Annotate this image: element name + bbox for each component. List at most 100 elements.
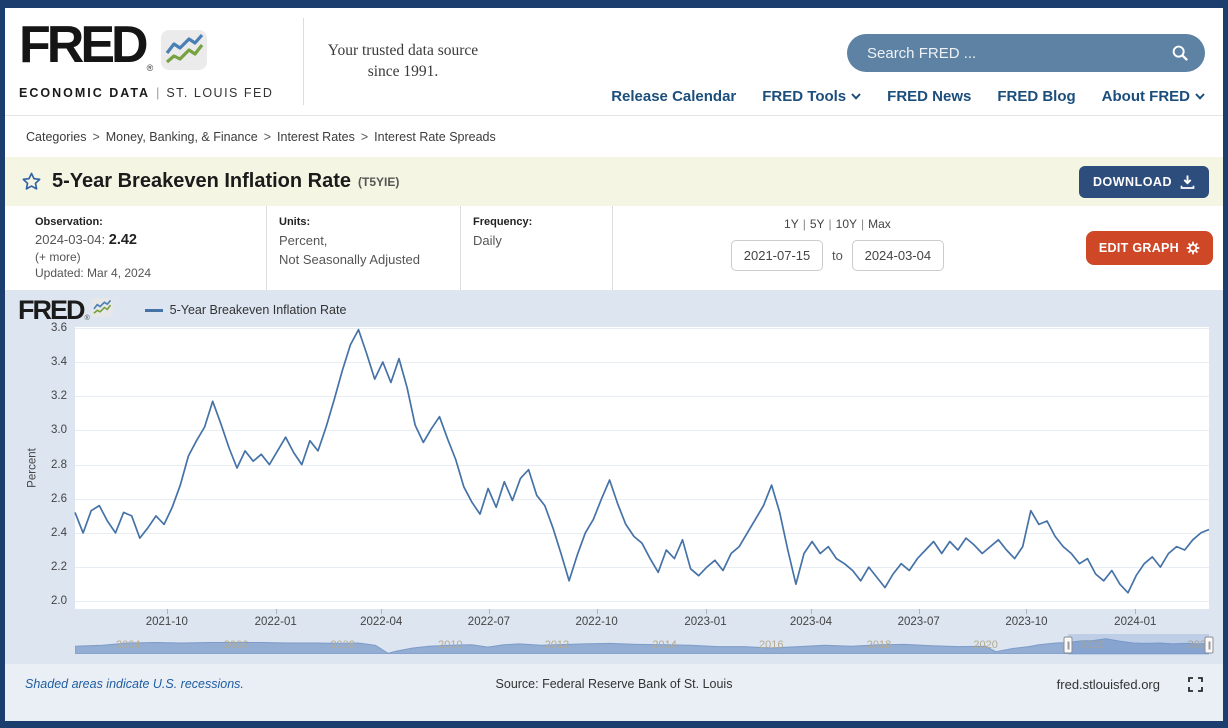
- navigator-year-label: 2018: [866, 639, 892, 651]
- search-bar[interactable]: [847, 34, 1205, 72]
- y-tick-label: 3.0: [51, 424, 67, 437]
- download-label: DOWNLOAD: [1093, 174, 1172, 189]
- search-icon[interactable]: [1169, 42, 1191, 64]
- y-tick-label: 3.2: [51, 390, 67, 403]
- navigator-year-label: 2012: [544, 639, 570, 651]
- range-separator: |: [802, 217, 806, 231]
- x-tick-label: 2023-10: [1005, 616, 1048, 628]
- observation-value: 2024-03-04: 2.42: [35, 232, 250, 248]
- breadcrumb-item[interactable]: Interest Rates: [277, 129, 355, 144]
- download-button[interactable]: DOWNLOAD: [1079, 165, 1209, 198]
- y-tick-label: 3.6: [51, 321, 67, 334]
- series-title-bar: 5-Year Breakeven Inflation Rate (T5YIE) …: [5, 157, 1223, 206]
- watermark-registered-mark: ®: [84, 315, 90, 322]
- range-link-max[interactable]: Max: [868, 217, 891, 231]
- logo-pipe: |: [156, 86, 161, 100]
- more-observations-link[interactable]: (+ more): [35, 250, 81, 264]
- navigator-year-label: 2022: [1079, 639, 1105, 651]
- source-text: Source: Federal Reserve Bank of St. Loui…: [495, 677, 733, 691]
- range-link-10y[interactable]: 10Y: [835, 217, 858, 231]
- navigator-area: [75, 638, 1209, 654]
- units-value-line1: Percent,: [279, 233, 328, 248]
- recession-note-link[interactable]: Shaded areas indicate U.S. recessions.: [25, 677, 244, 691]
- edit-graph-button[interactable]: EDIT GRAPH: [1085, 231, 1213, 265]
- primary-nav: Release Calendar FRED Tools FRED News FRED …: [611, 88, 1205, 105]
- navigator-year-label: 2016: [759, 639, 784, 651]
- x-axis: 2021-10 2022-01 2022-04 2022-07 2022-10 2023-…: [75, 609, 1209, 633]
- navigator-year-label: 2020: [973, 639, 998, 651]
- nav-link-fred-blog[interactable]: FRED Blog: [997, 88, 1076, 105]
- gridline: [75, 327, 1209, 329]
- header-right: Release Calendar FRED Tools FRED News FRED …: [502, 8, 1223, 115]
- x-tick-mark: [705, 609, 707, 614]
- nav-link-fred-news[interactable]: FRED News: [887, 88, 972, 105]
- range-slider-right-handle[interactable]: [1204, 636, 1214, 654]
- chart-legend: 5-Year Breakeven Inflation Rate: [144, 303, 347, 317]
- x-tick-label: 2022-10: [575, 616, 618, 628]
- x-tick-label: 2024-01: [1114, 616, 1157, 628]
- footer-right: fred.stlouisfed.org: [732, 677, 1203, 692]
- chart-column: Percent 3.6 3.4 3.2 3.0 2.8 2.6 2.4 2.2 2.0 2021…: [27, 322, 1214, 655]
- fred-wordmark: FRED: [19, 16, 149, 74]
- start-date-input[interactable]: [731, 240, 823, 271]
- site-header: FRED ® ECONOMIC DATA | ST. LOUIS FED Your …: [5, 8, 1223, 116]
- data-line: [74, 328, 1210, 594]
- x-tick-mark: [381, 609, 383, 614]
- y-tick-label: 2.6: [51, 492, 67, 505]
- navigator-year-label: 2006: [223, 639, 249, 651]
- breadcrumb-separator: >: [360, 129, 369, 144]
- range-link-5y[interactable]: 5Y: [809, 217, 825, 231]
- nav-link-release-calendar[interactable]: Release Calendar: [611, 88, 737, 105]
- x-tick-mark: [596, 609, 598, 614]
- units-block: Units: Percent, Not Seasonally Adjusted: [267, 206, 461, 290]
- range-shortcut-links: 1Y | 5Y | 10Y | Max: [731, 217, 944, 231]
- st-louis-fed-label: ST. LOUIS FED: [166, 86, 274, 100]
- x-tick-mark: [275, 609, 277, 614]
- frequency-label: Frequency:: [473, 216, 533, 228]
- download-icon: [1180, 175, 1195, 189]
- y-axis-title: Percent: [27, 448, 39, 488]
- updated-date: Updated: Mar 4, 2024: [35, 266, 152, 280]
- observation-date: 2024-03-04:: [35, 232, 106, 247]
- chevron-down-icon: [1195, 93, 1205, 100]
- x-tick-label: 2022-01: [254, 616, 297, 628]
- search-input[interactable]: [867, 44, 1169, 62]
- range-slider[interactable]: 2004 2006 2008 2010 2012 2014 2016 2018 2020 2022…: [75, 634, 1214, 655]
- navigator-year-label: 2004: [116, 639, 141, 651]
- x-tick-label: 2023-07: [897, 616, 940, 628]
- header-divider: [303, 18, 304, 105]
- graph-header: FRED ® 5-Year Breakeven Inflation Rate: [5, 295, 1223, 325]
- gridline: [75, 498, 1209, 500]
- observation-block: Observation: 2024-03-04: 2.42 (+ more) U…: [35, 206, 267, 290]
- line-chart-plot[interactable]: Percent 3.6 3.4 3.2 3.0 2.8 2.6 2.4 2.2 2.0: [27, 322, 1210, 609]
- fred-logo[interactable]: FRED ® ECONOMIC DATA | ST. LOUIS FED: [5, 8, 303, 115]
- navigator-selection[interactable]: [1068, 634, 1209, 655]
- nav-link-about-fred[interactable]: About FRED: [1102, 88, 1205, 105]
- fred-watermark: FRED: [18, 294, 85, 325]
- x-tick-mark: [166, 609, 168, 614]
- gear-icon: [1186, 241, 1200, 255]
- nav-link-fred-tools[interactable]: FRED Tools: [762, 88, 861, 105]
- breadcrumb-item[interactable]: Interest Rate Spreads: [374, 129, 496, 144]
- end-date-input[interactable]: [851, 240, 944, 271]
- x-tick-label: 2021-10: [145, 616, 188, 628]
- series-ticker: (T5YIE): [358, 174, 400, 189]
- breadcrumb-item[interactable]: Categories: [26, 129, 87, 144]
- registered-mark: ®: [146, 63, 154, 73]
- tagline: Your trusted data source since 1991.: [327, 41, 479, 80]
- range-separator: |: [828, 217, 832, 231]
- site-link[interactable]: fred.stlouisfed.org: [1056, 677, 1160, 692]
- gridline: [75, 601, 1209, 603]
- y-tick-label: 2.2: [51, 561, 67, 574]
- range-slider-left-handle[interactable]: [1063, 636, 1073, 654]
- x-tick-label: 2023-01: [684, 616, 727, 628]
- favorite-star-icon[interactable]: [21, 171, 42, 192]
- units-label: Units:: [279, 216, 311, 228]
- breadcrumb-item[interactable]: Money, Banking, & Finance: [105, 129, 258, 144]
- x-tick-label: 2023-04: [789, 616, 833, 628]
- logo-subtitle: ECONOMIC DATA | ST. LOUIS FED: [19, 86, 303, 100]
- range-link-1y[interactable]: 1Y: [784, 217, 799, 231]
- legend-label: 5-Year Breakeven Inflation Rate: [169, 303, 347, 317]
- x-tick-mark: [918, 609, 920, 614]
- fullscreen-icon[interactable]: [1188, 677, 1203, 692]
